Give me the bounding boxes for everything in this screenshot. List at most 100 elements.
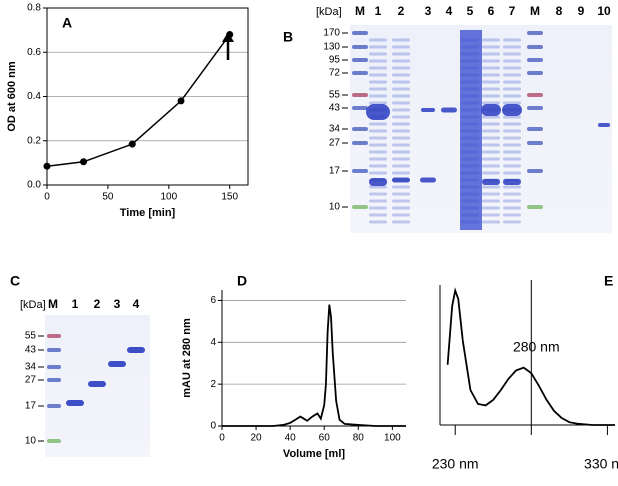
gel-band: [392, 199, 410, 203]
gel-band: [527, 45, 543, 49]
gel-band: [482, 171, 500, 175]
marker-label: 43: [329, 103, 341, 114]
gel-band: [392, 206, 410, 210]
gel-band: [482, 101, 500, 105]
gel-band: [482, 45, 500, 49]
gel-band: [369, 122, 387, 126]
gel-band: [527, 106, 543, 110]
gel-band: [392, 220, 410, 224]
gel-band: [369, 192, 387, 196]
y-tick-label: 0.6: [27, 47, 41, 58]
x-tick-label: 330 nm: [584, 456, 618, 472]
gel-band: [369, 143, 387, 147]
gel-band: [482, 150, 500, 154]
gel-band: [527, 127, 543, 131]
x-tick-label: 20: [251, 433, 263, 444]
gel-band: [482, 136, 500, 140]
lane-label: M: [355, 4, 365, 18]
marker-label: 130: [323, 42, 340, 53]
gel-band: [502, 104, 522, 116]
gel-band: [482, 199, 500, 203]
marker-label: 10: [25, 436, 37, 447]
gel-band: [352, 127, 368, 131]
gel-band: [392, 192, 410, 196]
lane-label: 7: [509, 4, 516, 18]
gel-band: [392, 213, 410, 217]
gel-band: [482, 185, 500, 189]
gel-band: [369, 185, 387, 189]
gel-band: [482, 73, 500, 77]
gel-band: [369, 73, 387, 77]
gel-band: [392, 177, 410, 183]
gel-band: [352, 31, 368, 35]
gel-band: [482, 179, 500, 185]
lane-label: 6: [488, 4, 495, 18]
gel-band: [369, 171, 387, 175]
gel-band: [503, 115, 521, 119]
gel-band: [369, 129, 387, 133]
gel-band: [47, 439, 61, 443]
x-tick-label: 0: [219, 433, 225, 444]
gel-band: [352, 205, 368, 209]
marker-label: 55: [25, 331, 37, 342]
gel-band: [482, 122, 500, 126]
gel-band: [503, 185, 521, 189]
x-axis-label: Time [min]: [120, 207, 176, 219]
gel-band: [392, 73, 410, 77]
point: [128, 140, 136, 148]
gel-band: [352, 45, 368, 49]
gel-band: [392, 115, 410, 119]
y-axis-label: mAU at 280 nm: [181, 318, 193, 398]
lane-label: 2: [398, 4, 405, 18]
gel-band: [503, 87, 521, 91]
gel-band: [369, 59, 387, 63]
y-tick-label: 0.0: [27, 180, 41, 191]
gel-band: [392, 164, 410, 168]
gel-band: [369, 87, 387, 91]
gel-band: [392, 108, 410, 112]
gel-band: [392, 157, 410, 161]
gel-band: [503, 220, 521, 224]
gel-band: [127, 347, 145, 353]
gel-band: [352, 93, 368, 97]
gel-band: [352, 141, 368, 145]
gel-band: [482, 38, 500, 42]
gel-band: [392, 171, 410, 175]
x-tick-label: 40: [285, 433, 297, 444]
marker-label: 27: [329, 138, 341, 149]
gel-band: [503, 157, 521, 161]
marker-label: 17: [25, 401, 37, 412]
gel-band: [369, 164, 387, 168]
lane-label: 10: [597, 4, 611, 18]
marker-label: 170: [323, 28, 340, 39]
gel-band: [66, 400, 84, 406]
gel-band: [392, 45, 410, 49]
gel-band: [503, 129, 521, 133]
x-tick-label: 50: [102, 192, 114, 203]
unit-label: [kDa]: [20, 299, 46, 311]
gel-band: [108, 361, 126, 367]
gel-band: [482, 87, 500, 91]
x-tick-label: 100: [160, 192, 177, 203]
panel-label: B: [283, 29, 293, 45]
marker-label: 34: [329, 124, 341, 135]
gel-band: [503, 192, 521, 196]
gel-band: [366, 104, 390, 120]
marker-label: 55: [329, 90, 341, 101]
gel-band: [503, 150, 521, 154]
lane-label: 8: [556, 4, 563, 18]
gel-band: [503, 94, 521, 98]
gel-band: [392, 136, 410, 140]
gel-band: [47, 404, 61, 408]
gel-band: [369, 157, 387, 161]
gel-band: [482, 206, 500, 210]
marker-label: 72: [329, 68, 341, 79]
gel-band: [503, 80, 521, 84]
gel-band: [369, 94, 387, 98]
gel-lane-5: [460, 30, 482, 230]
lane-label: M: [48, 297, 58, 311]
gel-band: [481, 104, 501, 116]
gel-band: [482, 220, 500, 224]
